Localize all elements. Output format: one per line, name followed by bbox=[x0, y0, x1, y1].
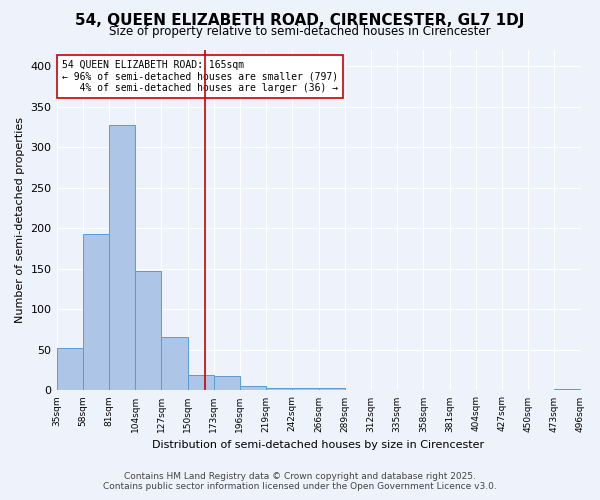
Bar bbox=[56, 348, 83, 391]
Bar bbox=[292, 388, 319, 390]
Bar bbox=[83, 234, 109, 390]
X-axis label: Distribution of semi-detached houses by size in Cirencester: Distribution of semi-detached houses by … bbox=[152, 440, 485, 450]
Y-axis label: Number of semi-detached properties: Number of semi-detached properties bbox=[15, 117, 25, 323]
Text: 54, QUEEN ELIZABETH ROAD, CIRENCESTER, GL7 1DJ: 54, QUEEN ELIZABETH ROAD, CIRENCESTER, G… bbox=[76, 12, 524, 28]
Bar bbox=[554, 389, 580, 390]
Text: Size of property relative to semi-detached houses in Cirencester: Size of property relative to semi-detach… bbox=[109, 25, 491, 38]
Bar bbox=[319, 388, 345, 390]
Bar bbox=[109, 124, 135, 390]
Bar bbox=[161, 337, 188, 390]
Bar bbox=[135, 272, 161, 390]
Bar bbox=[214, 376, 240, 390]
Text: 54 QUEEN ELIZABETH ROAD: 165sqm
← 96% of semi-detached houses are smaller (797)
: 54 QUEEN ELIZABETH ROAD: 165sqm ← 96% of… bbox=[62, 60, 338, 94]
Bar bbox=[266, 388, 292, 390]
Bar bbox=[240, 386, 266, 390]
Text: Contains HM Land Registry data © Crown copyright and database right 2025.
Contai: Contains HM Land Registry data © Crown c… bbox=[103, 472, 497, 491]
Bar bbox=[188, 375, 214, 390]
